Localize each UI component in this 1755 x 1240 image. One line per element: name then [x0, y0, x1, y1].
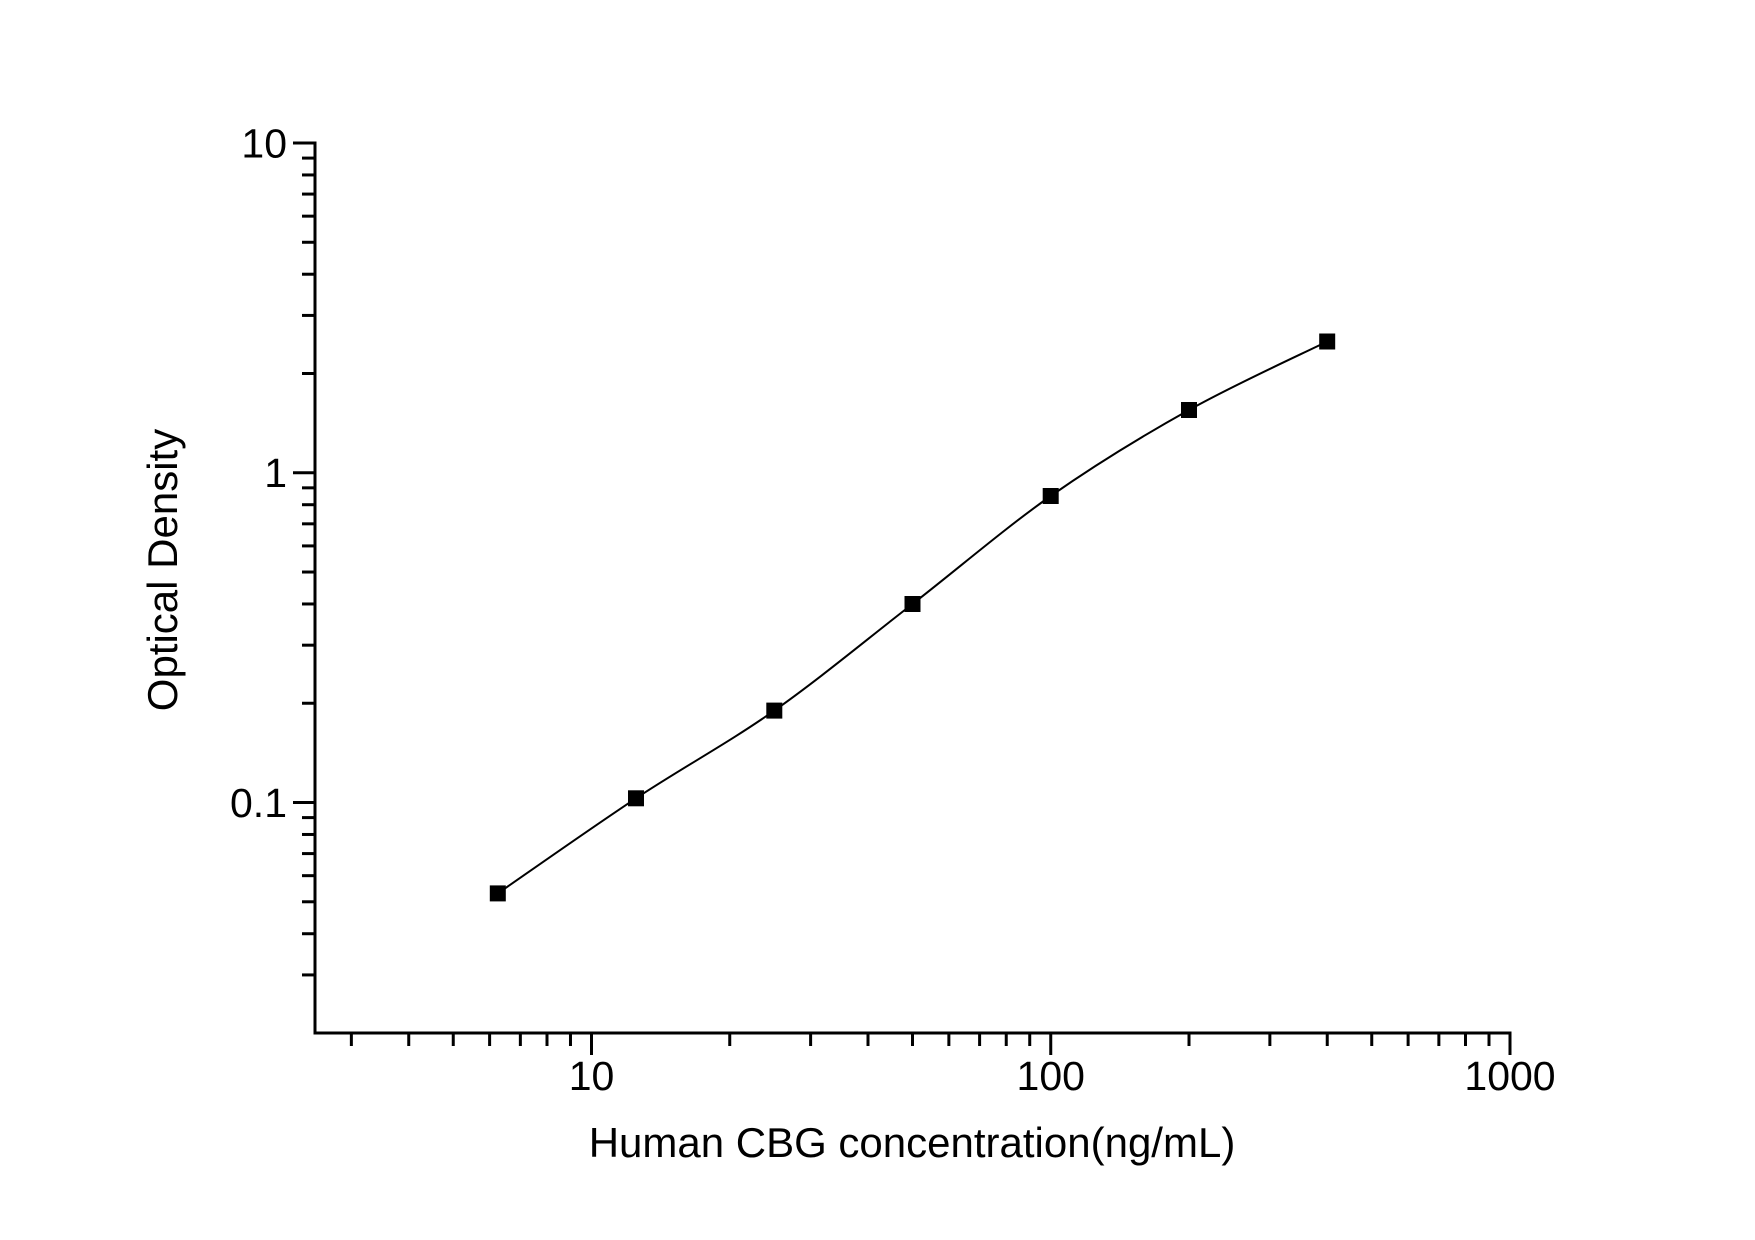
data-point-marker: [628, 790, 644, 807]
standard-curve-line: [497, 340, 1328, 895]
y-axis-title: Optical Density: [139, 428, 186, 712]
x-tick-label: 1000: [1464, 1053, 1555, 1099]
data-point-marker: [904, 596, 921, 612]
data-point-marker: [766, 702, 783, 719]
axes-frame: [313, 141, 1512, 1035]
y-tick-label: 0.1: [230, 780, 287, 826]
x-tick-label: 100: [1017, 1053, 1085, 1099]
data-point-marker: [1042, 488, 1059, 504]
y-tick-label: 1: [264, 450, 287, 496]
x-axis-title: Human CBG concentration(ng/mL): [588, 1119, 1236, 1166]
x-tick-label: 10: [569, 1053, 615, 1099]
data-point-marker: [489, 885, 506, 902]
y-tick-label: 10: [241, 120, 287, 166]
data-point-marker: [1181, 402, 1197, 418]
data-point-marker: [1319, 333, 1336, 350]
